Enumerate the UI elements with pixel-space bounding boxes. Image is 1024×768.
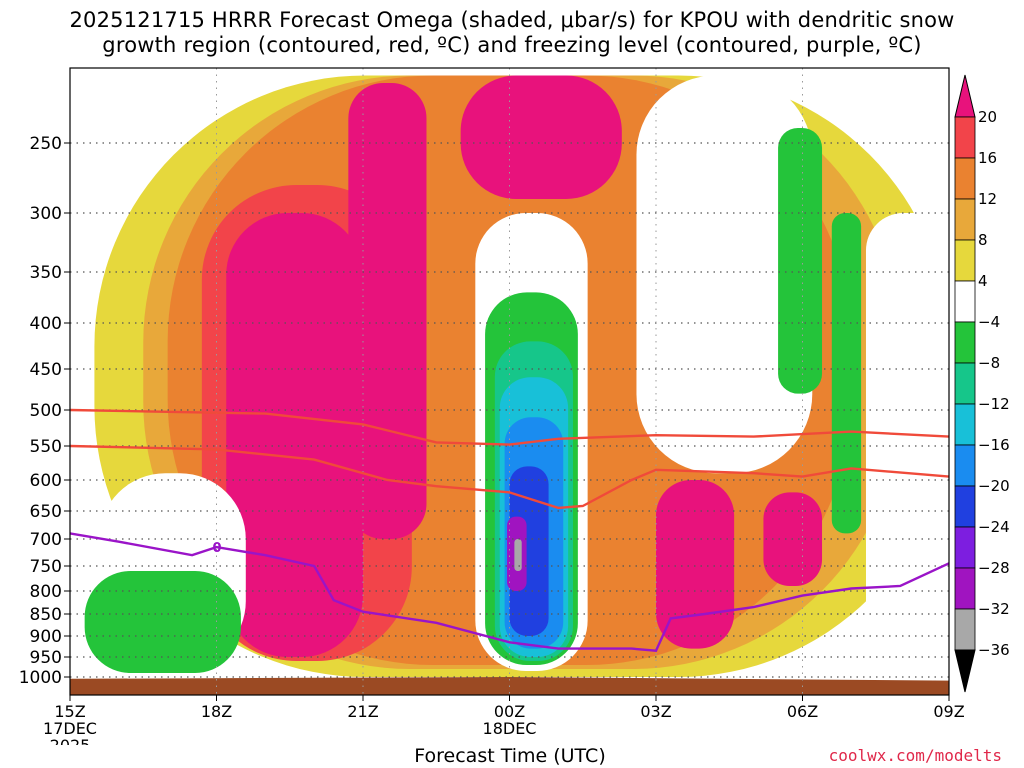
freezing-level-contour — [70, 532, 949, 652]
y-tick-label: 750 — [30, 557, 62, 577]
colorbar-label: −16 — [978, 436, 1010, 454]
colorbar-label: −8 — [978, 354, 1000, 372]
omega-region — [226, 213, 363, 657]
x-tick-label: 09Z — [933, 702, 964, 721]
credit-link[interactable]: coolwx.com/modelts — [828, 746, 1002, 765]
colorbar-bin — [954, 608, 976, 651]
x-tick-label: 03Z — [640, 702, 671, 721]
colorbar-label: −36 — [978, 641, 1010, 659]
x-tick-label: 18DEC — [483, 719, 537, 738]
omega-region — [84, 571, 241, 673]
omega-region — [348, 83, 427, 539]
omega-region — [636, 75, 813, 474]
x-tick-label: 17DEC — [43, 719, 97, 738]
omega-region — [509, 466, 549, 636]
freezing-level-label: 0 — [213, 541, 222, 556]
omega-region — [460, 75, 622, 199]
colorbar-label: −32 — [978, 600, 1010, 618]
y-tick-label: 650 — [30, 502, 62, 522]
y-axis: 2503003504004505005506006507007508008509… — [19, 134, 70, 688]
y-tick-label: 400 — [30, 314, 62, 334]
dgz-contour — [70, 408, 949, 446]
colorbar-label: 20 — [978, 108, 997, 126]
chart-title-line-2: growth region (contoured, red, ºC) and f… — [102, 33, 922, 57]
colorbar-label: −20 — [978, 477, 1010, 495]
colorbar-bottom-arrow — [954, 649, 976, 693]
omega-region — [778, 128, 823, 394]
colorbar-label: −12 — [978, 395, 1010, 413]
chart-canvas: 0 250 300 350 400 450 500 550 600 650 700 750 800 85… — [19, 67, 1010, 745]
y-tick-label: 250 — [30, 134, 62, 154]
omega-region — [514, 539, 522, 571]
chart-title-line-1: 2025121715 HRRR Forecast Omega (shaded, … — [69, 8, 955, 32]
colorbar-bin — [954, 239, 976, 282]
colorbar-bin — [954, 116, 976, 159]
y-tick-label: 950 — [30, 648, 62, 668]
colorbar-label: −4 — [978, 313, 1000, 331]
x-tick-label: 15Z — [54, 702, 85, 721]
colorbar-bin — [954, 157, 976, 200]
x-tick-label: 06Z — [787, 702, 818, 721]
x-tick-label: 00Z — [494, 702, 525, 721]
y-tick-label: 350 — [30, 263, 62, 283]
omega-region — [831, 213, 862, 534]
dgz-contour — [70, 444, 949, 510]
colorbar-bin — [954, 444, 976, 487]
y-tick-label: 900 — [30, 627, 62, 647]
x-tick-label: 18Z — [201, 702, 232, 721]
colorbar-bin — [954, 567, 976, 610]
y-tick-label: 1000 — [19, 668, 62, 688]
colorbar-label: 8 — [978, 231, 988, 249]
x-tick-label: 21Z — [347, 702, 378, 721]
colorbar-bin — [954, 280, 976, 323]
colorbar-label: 16 — [978, 149, 997, 167]
omega-shading — [70, 68, 949, 695]
colorbar-top-arrow — [954, 74, 976, 118]
x-tick-label: 2025 — [50, 736, 91, 745]
colorbar-label: −24 — [978, 518, 1010, 536]
y-tick-label: 850 — [30, 605, 62, 625]
colorbar-bin — [954, 198, 976, 241]
y-tick-label: 500 — [30, 401, 62, 421]
y-tick-label: 600 — [30, 471, 62, 491]
colorbar-label: 12 — [978, 190, 997, 208]
colorbar-bin — [954, 526, 976, 569]
y-tick-label: 700 — [30, 530, 62, 550]
omega-region — [865, 213, 949, 661]
contour-lines: 0 — [70, 408, 949, 652]
y-tick-label: 300 — [30, 204, 62, 224]
colorbar-bin — [954, 403, 976, 446]
colorbar-label: −28 — [978, 559, 1010, 577]
colorbar-bin — [954, 321, 976, 364]
y-tick-label: 450 — [30, 360, 62, 380]
colorbar: 20 16 12 8 4 −4 −8 −12 −16 −20 −24 −28 −32 −36 — [954, 74, 1010, 693]
colorbar-bin — [954, 485, 976, 528]
colorbar-label: 4 — [978, 272, 988, 290]
y-tick-label: 800 — [30, 582, 62, 602]
y-tick-label: 550 — [30, 437, 62, 457]
omega-region — [656, 480, 735, 649]
colorbar-bin — [954, 362, 976, 405]
x-axis-title: Forecast Time (UTC) — [414, 745, 606, 767]
